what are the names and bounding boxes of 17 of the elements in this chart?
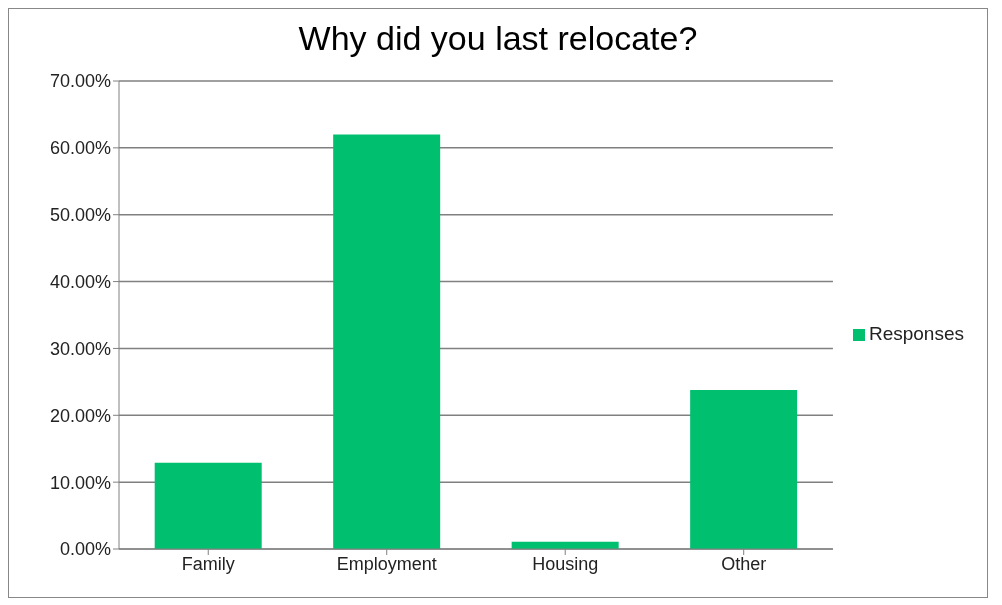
y-tick-label: 70.00% [49,71,111,92]
x-tick-label: Housing [532,553,599,574]
bar [690,389,798,549]
y-tick-label: 30.00% [49,338,111,359]
y-tick-label: 50.00% [49,205,111,226]
y-tick-label: 10.00% [49,472,111,493]
y-tick-label: 60.00% [49,138,111,159]
y-tick-label: 20.00% [49,405,111,426]
y-tick-label: 0.00% [59,539,111,560]
x-tick-label: Family [181,553,235,574]
legend-label: Responses [868,323,964,344]
y-tick-label: 40.00% [49,271,111,292]
chart-title: Why did you last relocate? [297,18,699,59]
bar [333,134,441,549]
x-tick-label: Employment [336,553,437,574]
x-tick-label: Other [721,553,767,574]
bar [154,462,262,549]
